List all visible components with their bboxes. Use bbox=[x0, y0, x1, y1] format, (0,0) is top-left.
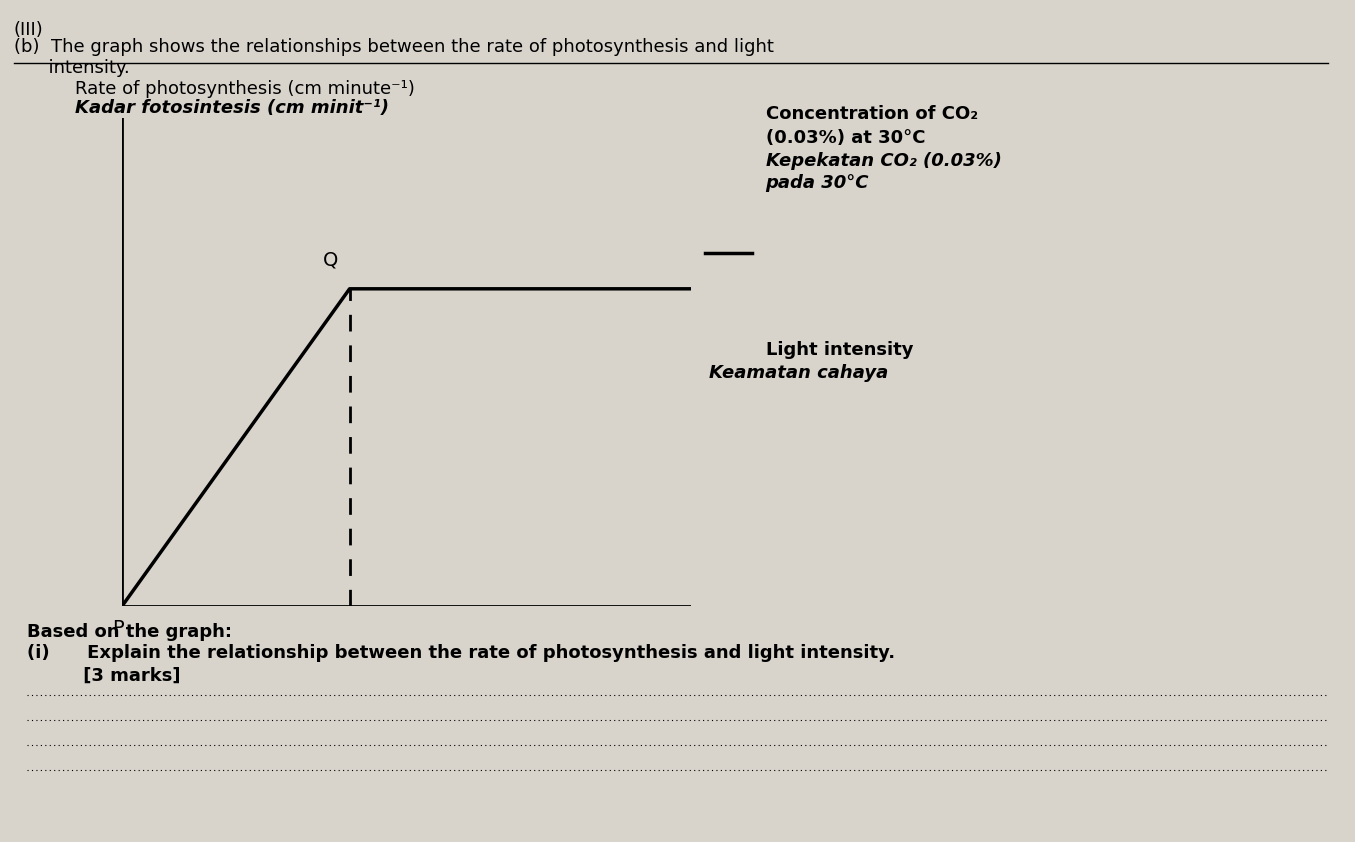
Text: (i)      Explain the relationship between the rate of photosynthesis and light i: (i) Explain the relationship between the… bbox=[27, 644, 896, 662]
Text: (b)  The graph shows the relationships between the rate of photosynthesis and li: (b) The graph shows the relationships be… bbox=[14, 38, 774, 56]
Text: Light intensity: Light intensity bbox=[766, 341, 913, 359]
Text: ——: —— bbox=[718, 245, 749, 260]
Text: intensity.: intensity. bbox=[14, 59, 129, 77]
Text: [3 marks]: [3 marks] bbox=[27, 667, 180, 685]
Text: (0.03%) at 30°C: (0.03%) at 30°C bbox=[766, 129, 925, 147]
Text: Rate of photosynthesis (cm minute⁻¹): Rate of photosynthesis (cm minute⁻¹) bbox=[75, 80, 415, 98]
Text: Based on the graph:: Based on the graph: bbox=[27, 623, 232, 641]
Text: pada 30°C: pada 30°C bbox=[766, 174, 869, 192]
Text: Concentration of CO₂: Concentration of CO₂ bbox=[766, 105, 978, 123]
Text: Kepekatan CO₂ (0.03%): Kepekatan CO₂ (0.03%) bbox=[766, 152, 1001, 169]
Text: (III): (III) bbox=[14, 21, 43, 39]
Text: Kadar fotosintesis (cm minit⁻¹): Kadar fotosintesis (cm minit⁻¹) bbox=[75, 99, 389, 117]
Text: P: P bbox=[112, 619, 125, 638]
Text: Q: Q bbox=[322, 250, 339, 269]
Text: Keamatan cahaya: Keamatan cahaya bbox=[709, 364, 888, 381]
